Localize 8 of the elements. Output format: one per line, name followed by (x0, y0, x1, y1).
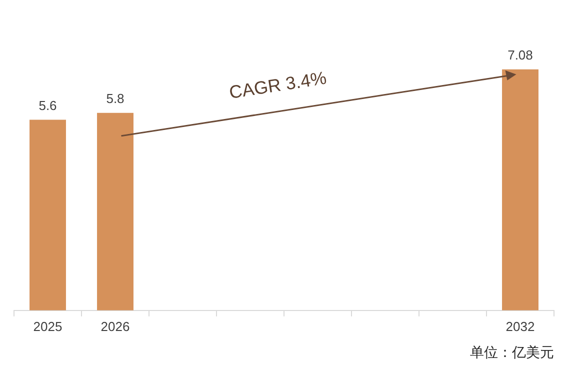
x-tick-label: 2025 (33, 318, 62, 334)
x-tick-label: 2032 (506, 318, 535, 334)
text: 单位：亿美元 (469, 344, 555, 362)
x-tick-label: 2026 (100, 318, 130, 334)
annotation: CAGR 3.4% (228, 68, 328, 103)
data-label: 5.8 (106, 90, 124, 106)
data-label: 5.6 (38, 98, 57, 113)
data-label: 7.08 (508, 47, 533, 62)
